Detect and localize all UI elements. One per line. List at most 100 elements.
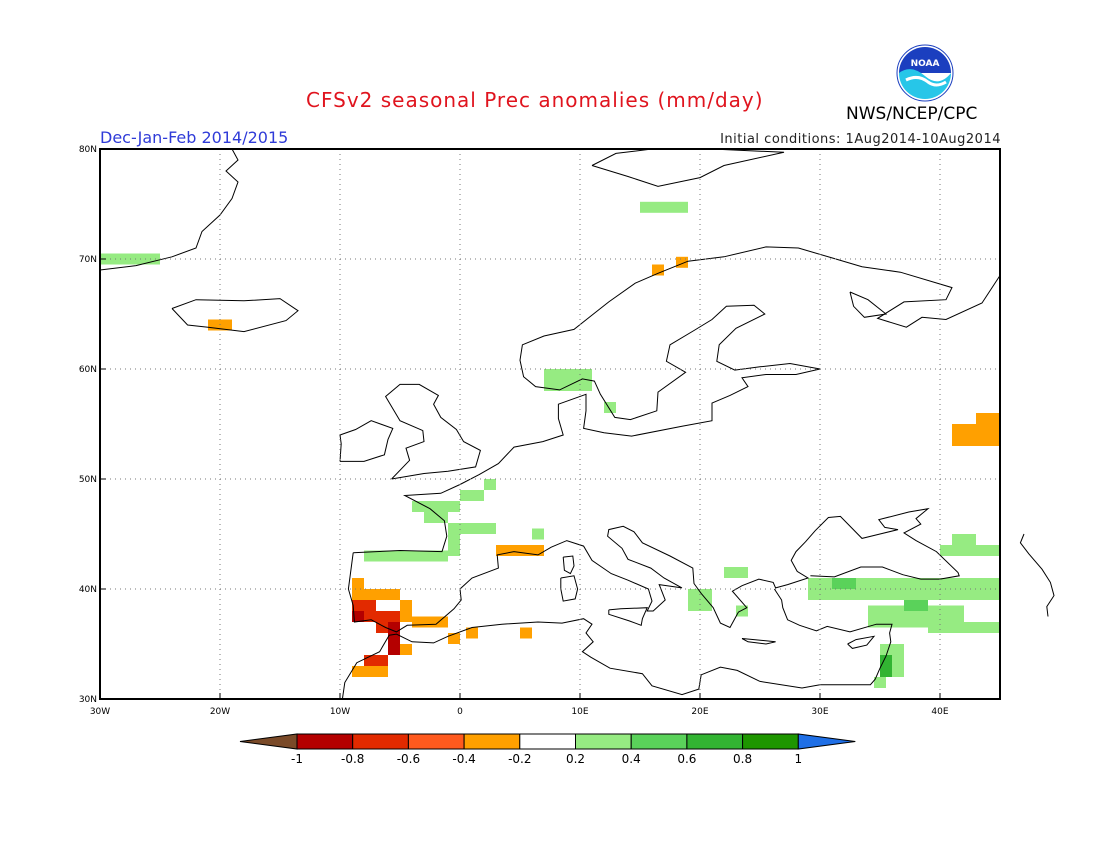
anomaly-cell bbox=[364, 589, 400, 600]
noaa-logo-text: NOAA bbox=[911, 59, 940, 69]
anomaly-cell bbox=[940, 545, 1000, 556]
anomaly-cell bbox=[448, 633, 460, 644]
anomaly-cell bbox=[724, 567, 748, 578]
coastline bbox=[562, 555, 575, 575]
anomaly-cell bbox=[460, 490, 484, 501]
colorbar-label: -0.8 bbox=[341, 752, 364, 766]
anomaly-cell bbox=[400, 644, 412, 655]
lon-tick-label: 0 bbox=[457, 707, 463, 717]
colorbar-label: -0.4 bbox=[452, 752, 475, 766]
colorbar-segment bbox=[686, 733, 744, 750]
anomaly-cell bbox=[880, 655, 892, 677]
coastline bbox=[171, 298, 299, 333]
colorbar-arrow-high bbox=[797, 733, 856, 750]
lon-tick-label: 40E bbox=[931, 707, 948, 717]
anomaly-cell bbox=[364, 550, 448, 562]
anomaly-cell bbox=[388, 622, 400, 655]
anomaly-cells-layer bbox=[100, 201, 1000, 688]
anomaly-cell bbox=[604, 402, 616, 413]
anomaly-cell bbox=[544, 369, 592, 391]
lon-tick-label: 20W bbox=[210, 707, 230, 717]
colorbar-segment bbox=[630, 733, 688, 750]
lat-tick-label: 50N bbox=[79, 475, 97, 485]
colorbar-segment bbox=[352, 733, 409, 750]
anomaly-cell bbox=[532, 528, 544, 540]
coastline bbox=[759, 588, 893, 689]
coastline bbox=[1019, 533, 1055, 617]
colorbar-segment bbox=[407, 733, 465, 750]
anomaly-cell bbox=[652, 264, 664, 276]
noaa-logo-icon: NOAA bbox=[896, 44, 954, 102]
lon-tick-label: 10E bbox=[571, 707, 588, 717]
anomaly-cell bbox=[412, 616, 448, 628]
axis-ticks: 30W 20W 10W 0 10E 20E 30E 40E 30N 40N 50N 60N 70N 80N bbox=[79, 145, 949, 717]
lon-tick-label: 30W bbox=[90, 707, 110, 717]
anomaly-cell bbox=[952, 424, 1000, 446]
season-label: Dec-Jan-Feb 2014/2015 bbox=[100, 128, 289, 147]
anomaly-cell bbox=[460, 523, 496, 534]
lat-tick-label: 70N bbox=[79, 255, 97, 265]
colorbar-arrow-low bbox=[239, 733, 298, 750]
colorbar-label: 1 bbox=[794, 752, 802, 766]
colorbar-segment bbox=[742, 733, 799, 750]
anomaly-cell bbox=[952, 534, 976, 545]
anomaly-cell bbox=[928, 622, 1000, 633]
colorbar-label: 0.8 bbox=[733, 752, 752, 766]
anomaly-cell bbox=[874, 677, 886, 688]
colorbar-segment bbox=[463, 733, 521, 750]
coastline bbox=[353, 246, 1001, 554]
colorbar-label: -0.2 bbox=[508, 752, 531, 766]
gridlines-layer bbox=[100, 149, 1000, 699]
anomaly-cell bbox=[496, 545, 544, 556]
lat-tick-label: 30N bbox=[79, 695, 97, 705]
anomaly-cell bbox=[484, 479, 496, 490]
lat-tick-label: 40N bbox=[79, 585, 97, 595]
coastline bbox=[341, 618, 761, 700]
colorbar-segment bbox=[296, 733, 354, 750]
anomaly-cell bbox=[412, 501, 460, 512]
anomaly-cell bbox=[976, 413, 1000, 424]
colorbar-label: -0.6 bbox=[397, 752, 420, 766]
lat-tick-label: 60N bbox=[79, 365, 97, 375]
lon-tick-label: 30E bbox=[811, 707, 828, 717]
map-title: CFSv2 seasonal Prec anomalies (mm/day) bbox=[306, 88, 764, 112]
anomaly-cell bbox=[424, 512, 448, 523]
coastline bbox=[849, 291, 888, 318]
coastline bbox=[591, 148, 785, 187]
anomaly-cell bbox=[832, 578, 856, 589]
colorbar-label: 0.6 bbox=[677, 752, 696, 766]
anomaly-cell bbox=[448, 523, 460, 556]
anomaly-cell bbox=[352, 611, 364, 622]
anomaly-cell bbox=[640, 201, 688, 213]
map-frame bbox=[99, 148, 1001, 700]
anomaly-cell bbox=[400, 600, 412, 622]
colorbar: -1 -0.8 -0.6 -0.4 -0.2 0.2 0.4 0.6 0.8 1 bbox=[239, 733, 856, 766]
coastline bbox=[608, 607, 648, 626]
coastline bbox=[560, 575, 579, 602]
anomaly-cell bbox=[676, 256, 688, 268]
coastline-layer bbox=[99, 148, 1055, 700]
lon-tick-label: 20E bbox=[691, 707, 708, 717]
coastline bbox=[99, 148, 239, 271]
anomaly-cell bbox=[466, 627, 478, 639]
anomaly-cell bbox=[520, 627, 532, 639]
coastline bbox=[339, 420, 394, 462]
colorbar-segment bbox=[519, 733, 576, 750]
colorbar-label: 0.4 bbox=[622, 752, 641, 766]
initial-conditions-label: Initial conditions: 1Aug2014-10Aug2014 bbox=[720, 132, 1001, 147]
anomaly-cell bbox=[736, 605, 748, 617]
coastline bbox=[384, 383, 481, 480]
coastline bbox=[847, 635, 876, 649]
coastline bbox=[347, 507, 960, 633]
anomaly-cell bbox=[352, 666, 388, 677]
lat-tick-label: 80N bbox=[79, 145, 97, 155]
colorbar-label: 0.2 bbox=[566, 752, 585, 766]
colorbar-segment bbox=[575, 733, 632, 750]
coastline bbox=[741, 638, 776, 645]
colorbar-label: -1 bbox=[291, 752, 303, 766]
lon-tick-label: 10W bbox=[330, 707, 350, 717]
anomaly-cell bbox=[904, 600, 928, 611]
anomaly-cell bbox=[364, 655, 388, 666]
agency-label: NWS/NCEP/CPC bbox=[846, 104, 978, 124]
